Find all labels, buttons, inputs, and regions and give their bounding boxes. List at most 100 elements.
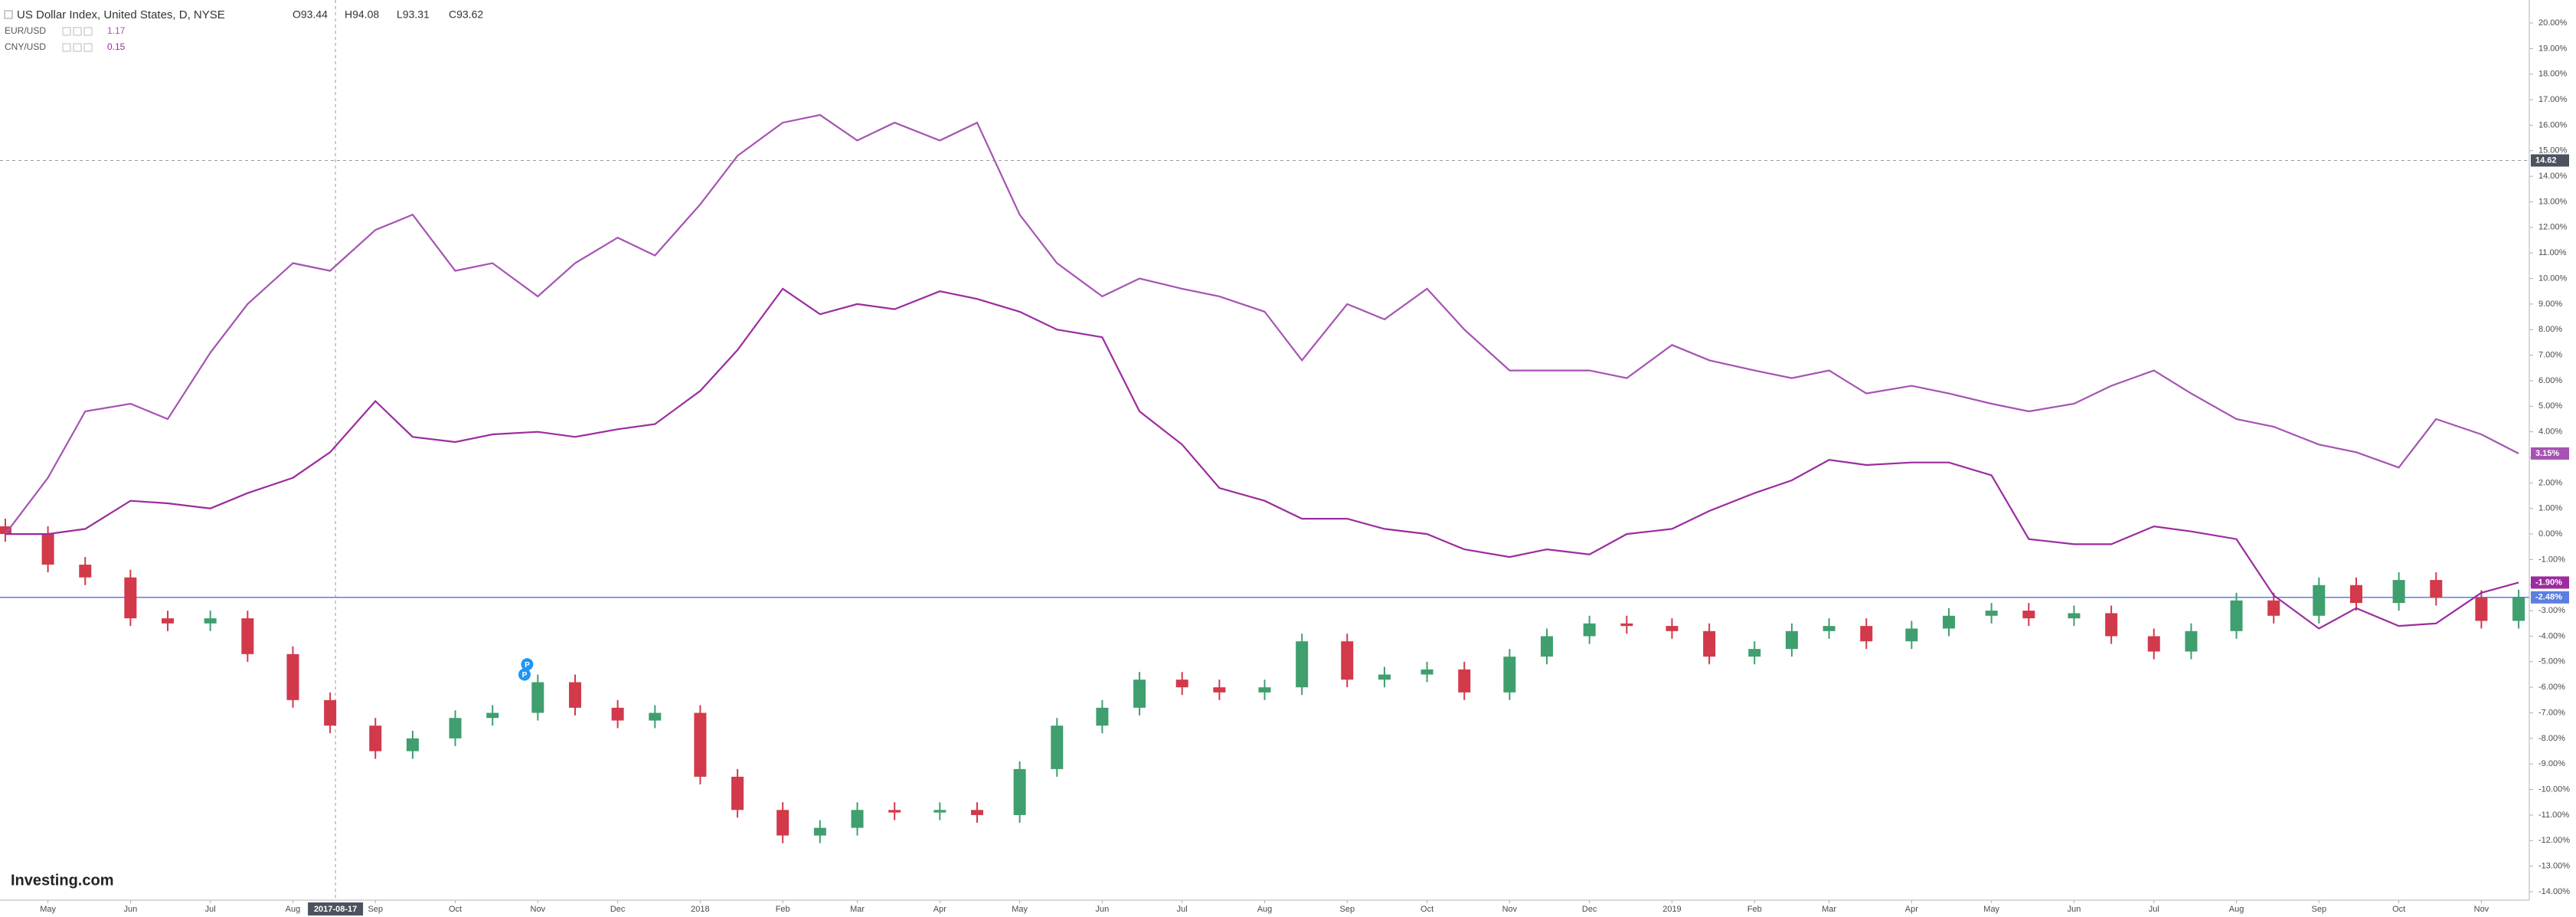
x-tick-label: Mar (1822, 905, 1836, 914)
x-tick-label: Feb (1747, 905, 1762, 914)
y-tick-label: 8.00% (2538, 325, 2562, 334)
candle-body (2313, 585, 2326, 616)
legend-icon (73, 27, 82, 36)
candle-body (1822, 626, 1836, 631)
candle-body (694, 712, 707, 777)
y-tick-label: -1.00% (2538, 555, 2565, 564)
ohlc-value: H94.08 (345, 8, 379, 21)
y-tick-label: -8.00% (2538, 734, 2565, 743)
legend-icon (73, 43, 82, 52)
candle-body (2105, 613, 2118, 637)
candle-body (1703, 630, 1716, 657)
y-tick-label: -12.00% (2538, 836, 2570, 845)
x-tick-label: Nov (2474, 905, 2489, 914)
chart-title: US Dollar Index, United States, D, NYSE (17, 8, 225, 21)
series-last-label-bg (2531, 576, 2569, 589)
x-tick-label: Oct (449, 905, 462, 914)
candle-body (2475, 598, 2488, 621)
x-tick-label: May (1983, 905, 1999, 914)
x-tick-label: Jun (123, 905, 137, 914)
candle-body (369, 725, 382, 752)
y-tick-label: -10.00% (2538, 784, 2570, 794)
x-tick-label: Sep (368, 905, 383, 914)
y-tick-label: 9.00% (2538, 300, 2562, 309)
candle-body (124, 577, 137, 619)
x-tick-label: Dec (610, 905, 626, 914)
y-tick-label: 10.00% (2538, 273, 2568, 283)
candle-body (1051, 725, 1064, 769)
candle-body (1175, 680, 1188, 688)
x-tick-label: Nov (1502, 905, 1518, 914)
y-tick-label: 6.00% (2538, 376, 2562, 385)
y-tick-label: 11.00% (2538, 248, 2567, 257)
candle-body (1666, 626, 1679, 631)
candle-body (1013, 768, 1026, 815)
candle-body (1748, 649, 1761, 657)
x-tick-label: Jul (205, 905, 216, 914)
y-tick-label: 15.00% (2538, 146, 2568, 156)
candle-body (406, 738, 419, 752)
y-tick-label: 2.00% (2538, 478, 2562, 487)
y-tick-label: 0.00% (2538, 529, 2562, 539)
candle-body (1620, 623, 1633, 627)
y-tick-label: 19.00% (2538, 44, 2568, 53)
y-tick-label: 16.00% (2538, 120, 2568, 129)
candle-body (1296, 641, 1309, 688)
series-last-label: -1.90% (2535, 578, 2562, 587)
legend-value: 1.17 (107, 25, 126, 36)
x-tick-label: Apr (933, 905, 946, 914)
candle-body (2147, 636, 2160, 652)
x-tick-label: Sep (2312, 905, 2327, 914)
x-tick-label: 2019 (1662, 905, 1681, 914)
y-tick-label: 17.00% (2538, 95, 2568, 104)
x-tick-label: Feb (776, 905, 790, 914)
candle-body (79, 565, 92, 578)
candle-body (324, 699, 337, 726)
y-tick-label: -5.00% (2538, 657, 2565, 666)
candle-body (2230, 600, 2243, 631)
crosshair-x-label: 2017-08-17 (314, 905, 357, 914)
x-tick-label: Jun (1096, 905, 1110, 914)
x-tick-label: Jul (1177, 905, 1188, 914)
candle-body (1213, 687, 1226, 693)
candle-body (2512, 597, 2525, 621)
series-line (5, 287, 2519, 630)
candle-body (1985, 611, 1998, 616)
candle-body (41, 534, 54, 565)
candle-body (241, 618, 254, 654)
y-tick-label: -14.00% (2538, 887, 2570, 896)
candle-body (204, 618, 217, 624)
y-tick-label: 12.00% (2538, 223, 2568, 232)
series-last-label-bg (2531, 447, 2569, 460)
candle-body (1583, 623, 1596, 637)
x-tick-label: Aug (286, 905, 301, 914)
x-tick-label: Aug (2229, 905, 2244, 914)
candle-body (1133, 680, 1146, 708)
legend-name: CNY/USD (5, 41, 46, 52)
y-tick-label: 5.00% (2538, 401, 2562, 411)
header-icon (4, 10, 13, 19)
candle-body (971, 810, 984, 815)
candle-body (486, 712, 499, 719)
y-tick-label: -6.00% (2538, 683, 2565, 692)
event-marker (518, 668, 531, 681)
legend-icon (62, 43, 71, 52)
candle-body (1541, 636, 1554, 657)
price-last-label: -2.48% (2535, 593, 2562, 602)
candle-body (933, 810, 946, 813)
x-tick-label: Oct (1420, 905, 1433, 914)
x-tick-label: May (40, 905, 56, 914)
candle-body (1341, 641, 1354, 680)
candle-body (731, 776, 744, 811)
candle-body (1905, 628, 1918, 642)
logo: Investing.com (11, 872, 113, 889)
crosshair-y-label-bg (2531, 154, 2569, 167)
x-tick-label: Apr (1905, 905, 1918, 914)
y-tick-label: -13.00% (2538, 862, 2570, 871)
x-tick-label: Nov (531, 905, 546, 914)
candle-body (813, 827, 826, 836)
candle-body (649, 712, 662, 721)
legend-name: EUR/USD (5, 25, 46, 36)
